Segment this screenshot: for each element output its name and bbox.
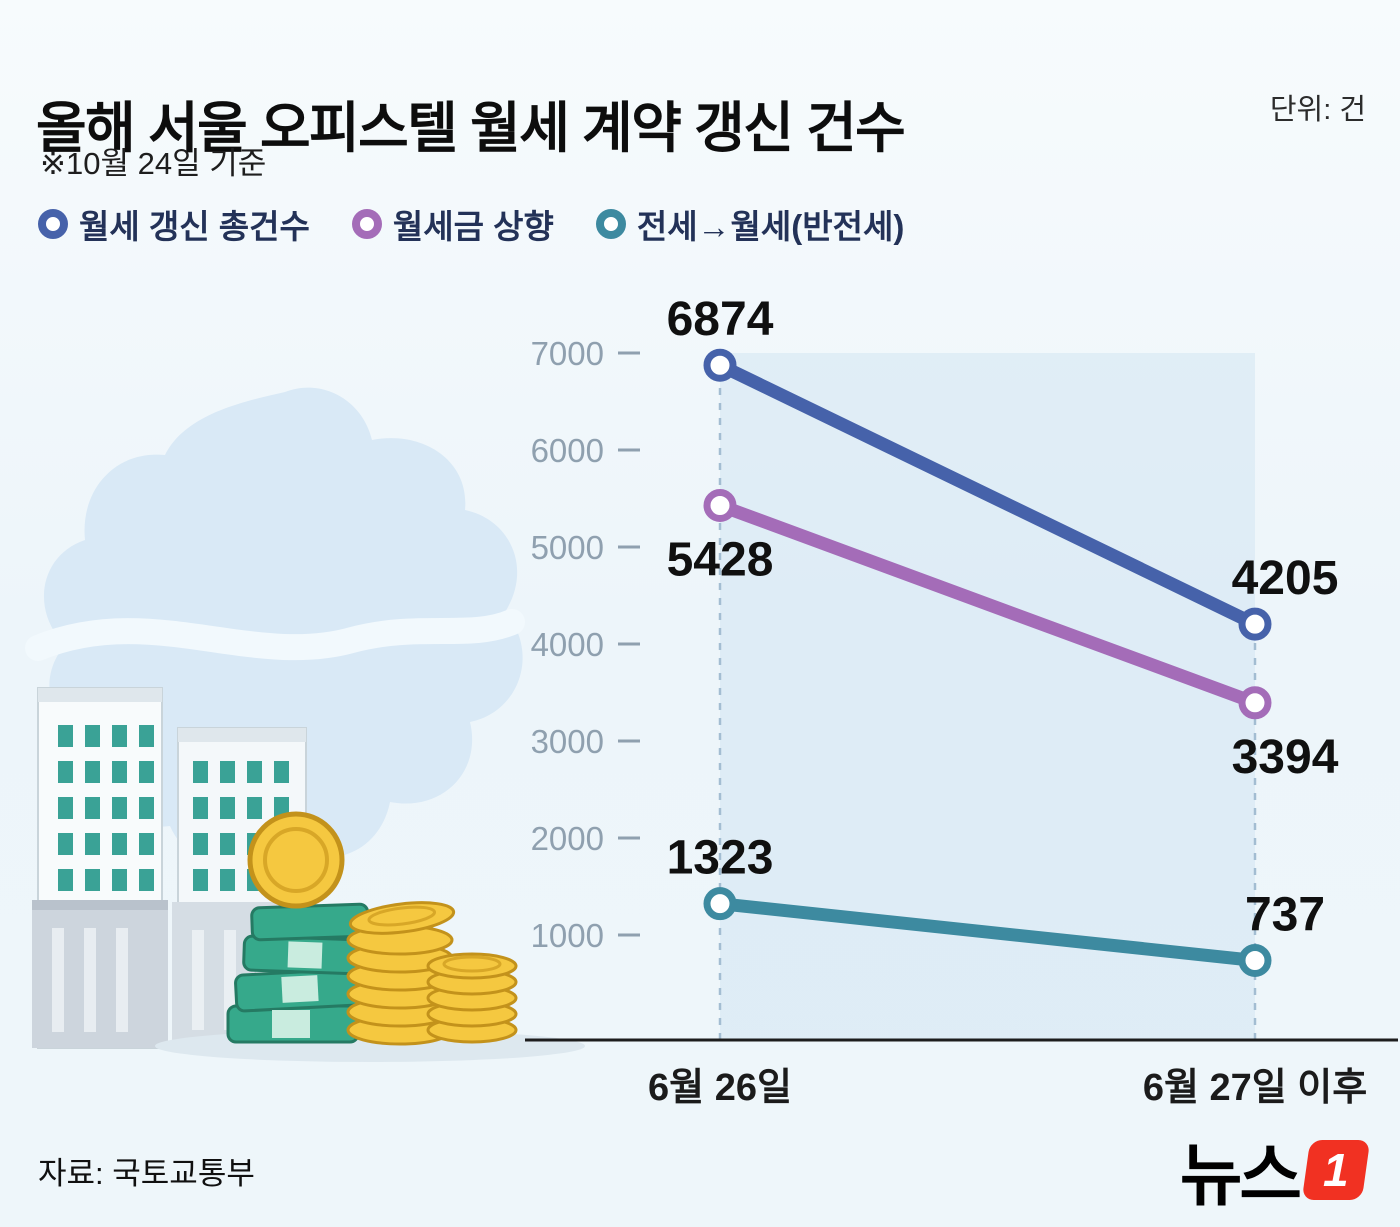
y-tick-label: 7000 [531, 335, 604, 372]
page-title: 올해 서울 오피스텔 월세 계약 갱신 건수 [36, 96, 906, 159]
value-label: 4205 [1232, 552, 1339, 605]
y-tick-label: 6000 [531, 432, 604, 469]
legend-item-rent-increase: 월세금 상향 [351, 200, 554, 248]
y-tick-label: 4000 [531, 626, 604, 663]
legend-label: 월세금 상향 [392, 208, 554, 245]
value-label: 1323 [667, 832, 774, 885]
value-label: 3394 [1232, 731, 1339, 784]
legend-ring-icon [351, 209, 382, 239]
data-point-0-0 [703, 348, 737, 382]
y-tick-label: 3000 [531, 723, 604, 760]
data-point-1-0 [703, 488, 737, 522]
news1-logo-badge: 1 [1301, 1139, 1371, 1200]
data-point-1-1 [1238, 686, 1272, 720]
y-tick-label: 5000 [531, 529, 604, 566]
news1-logo-one: 1 [1323, 1143, 1349, 1196]
highlight-band [720, 353, 1255, 1040]
y-tick-label: 1000 [531, 917, 604, 954]
legend-item-jeonse-to-monthly: 전세→월세(반전세) [595, 200, 905, 248]
series-line-2 [713, 897, 1262, 968]
y-tick-label: 2000 [531, 820, 604, 857]
value-label: 737 [1245, 889, 1325, 942]
legend-ring-icon [38, 209, 68, 239]
legend-item-total-renewals: 월세 갱신 총건수 [38, 200, 310, 248]
series-line-0 [713, 358, 1262, 631]
seoul-map-illustration [43, 387, 523, 868]
data-point-2-0 [703, 887, 737, 921]
news1-logo: 뉴스 1 [1179, 1120, 1371, 1219]
value-label: 6874 [667, 293, 774, 346]
data-point-2-1 [1238, 944, 1272, 978]
series-line-1 [713, 498, 1262, 710]
x-axis-label: 6월 26일 [648, 1067, 792, 1109]
money-coins-illustration [155, 811, 585, 1062]
unit-label: 단위: 건 [1269, 94, 1366, 126]
source-label: 자료: 국토교통부 [38, 1156, 255, 1191]
value-label: 5428 [667, 533, 774, 586]
news1-logo-text: 뉴스 [1179, 1138, 1302, 1214]
x-axis-label: 6월 27일 이후 [1143, 1067, 1367, 1109]
legend-ring-icon [595, 209, 626, 239]
legend-label: 전세→월세(반전세) [636, 208, 905, 245]
legend-label: 월세 갱신 총건수 [79, 208, 310, 245]
data-point-0-1 [1238, 607, 1272, 641]
han-river-illustration [25, 609, 525, 661]
subtitle-as-of: ※10월 24일 기준 [40, 146, 267, 181]
chart-legend: 월세 갱신 총건수 월세금 상향 전세→월세(반전세) [38, 200, 904, 248]
